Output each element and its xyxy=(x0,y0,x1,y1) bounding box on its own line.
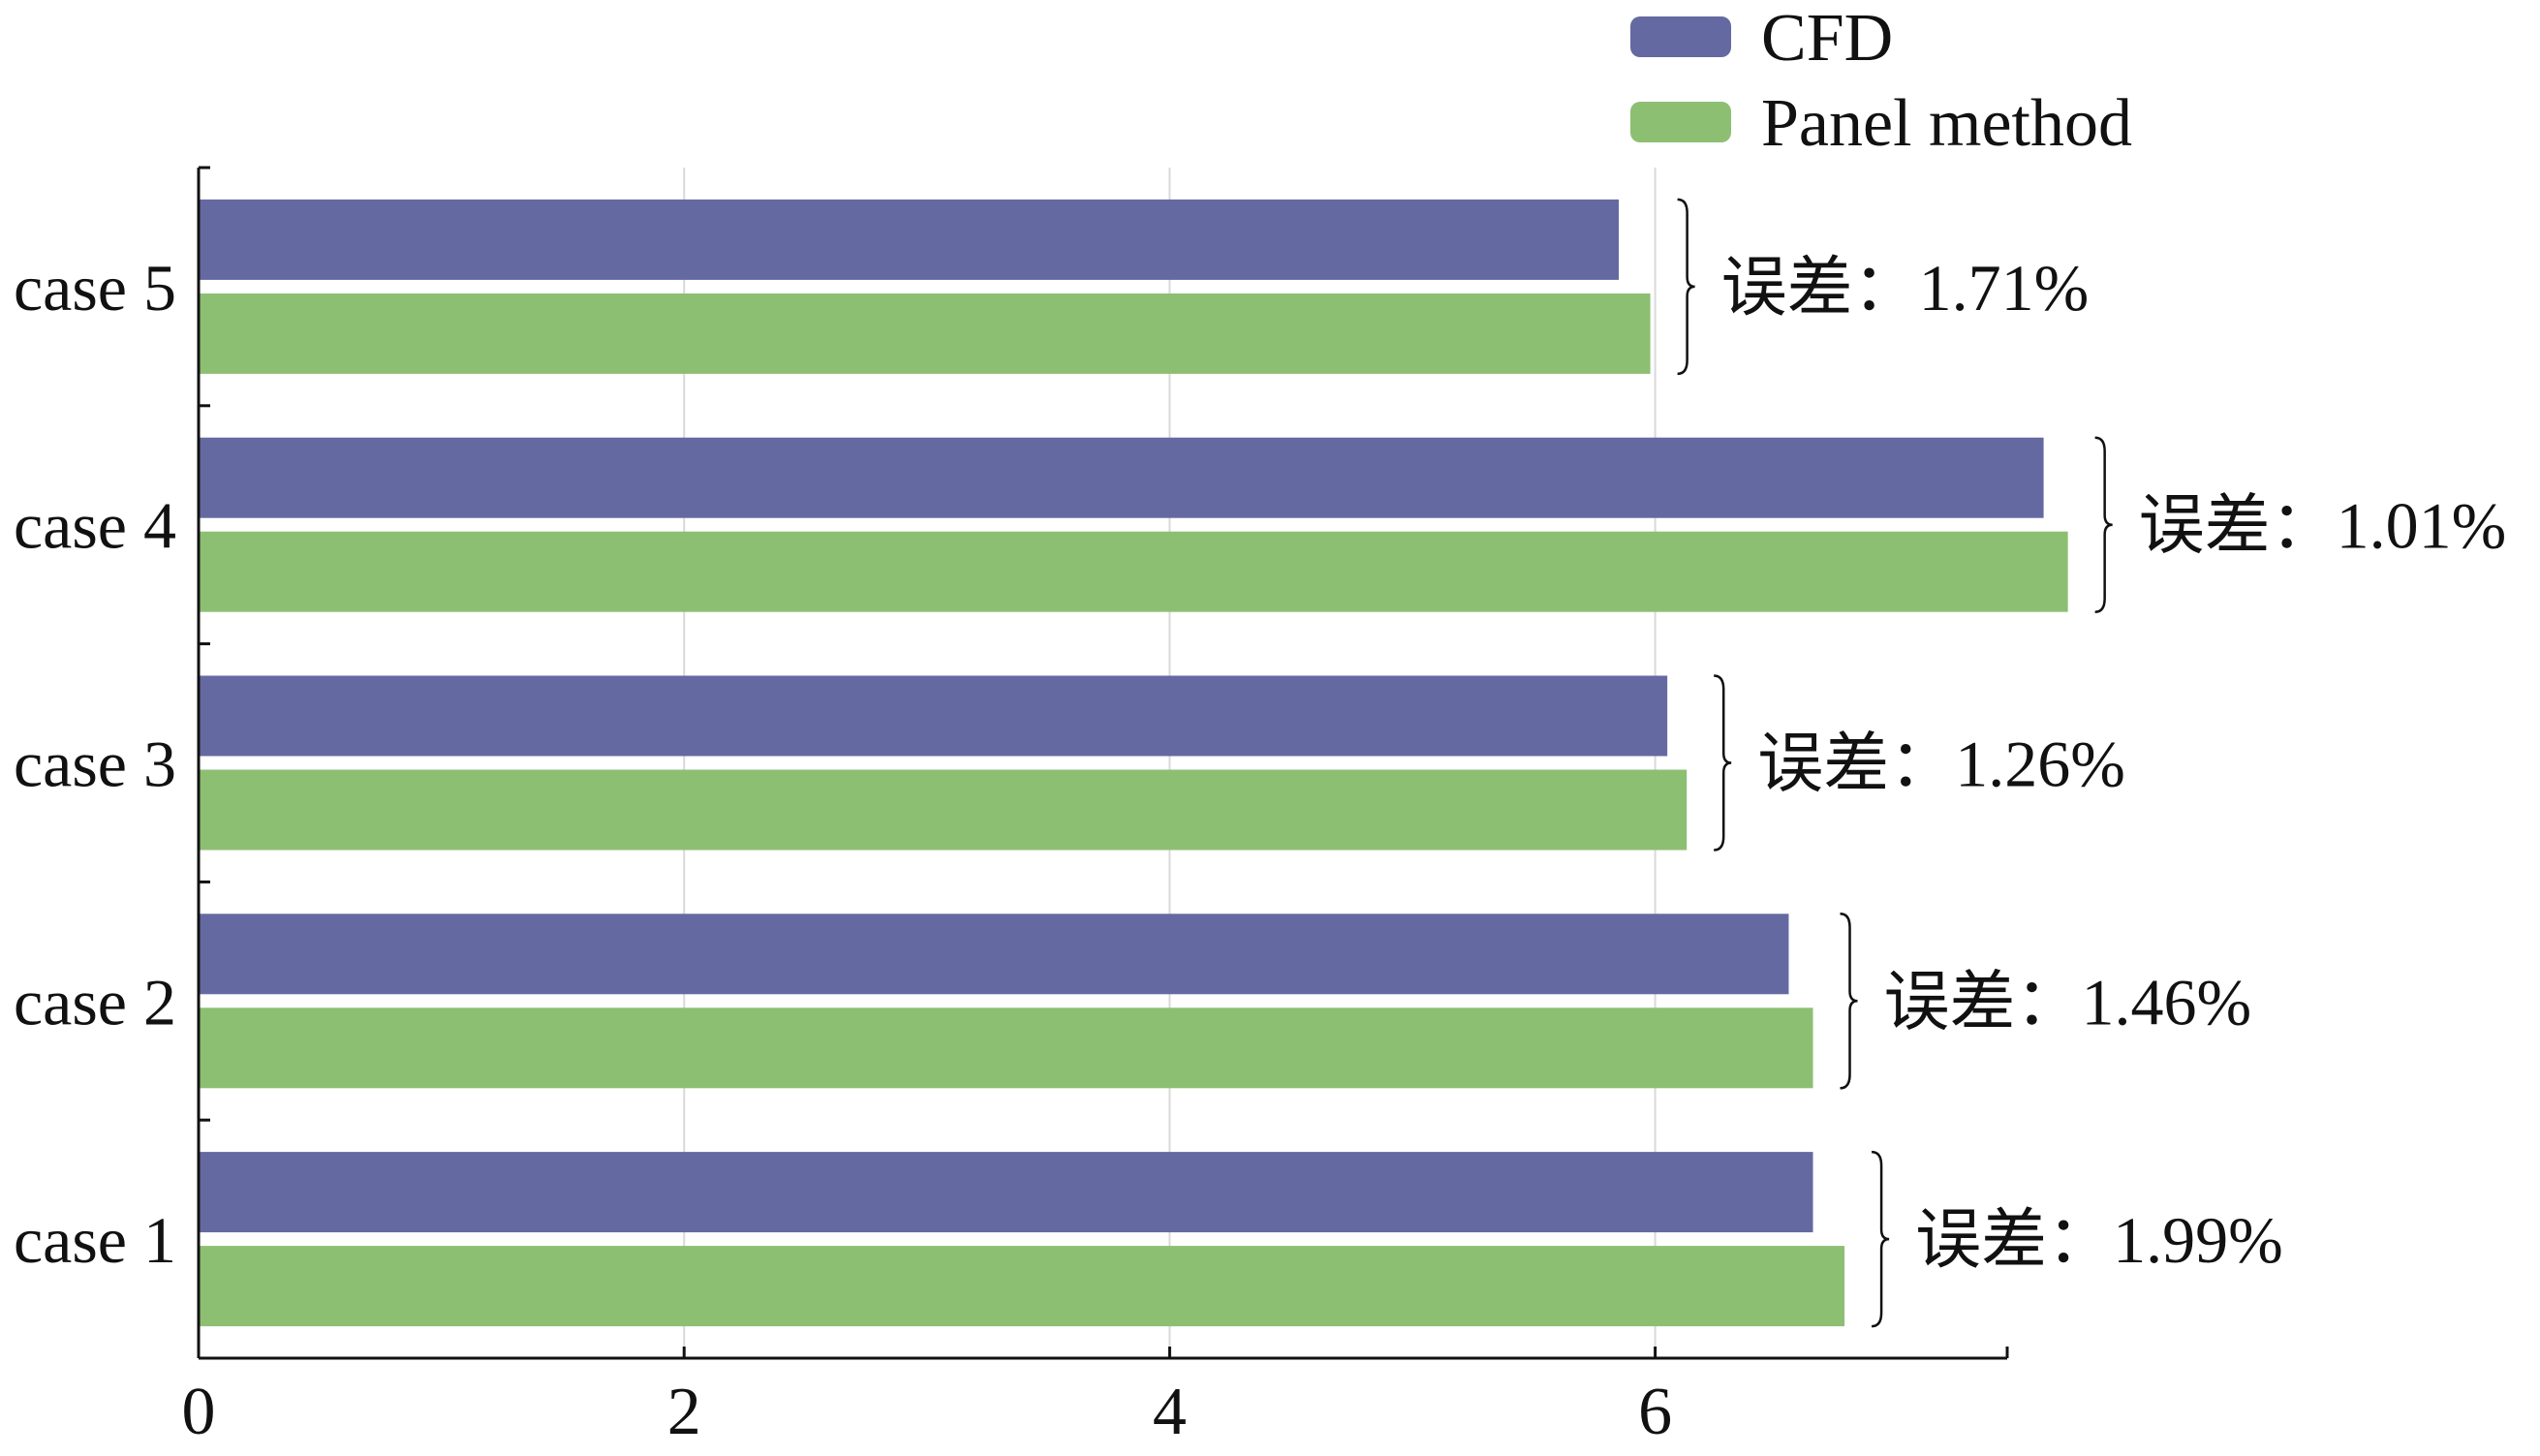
error-annotation-label: 误差：1.71% xyxy=(1721,251,2090,325)
error-brace xyxy=(1840,913,1858,1090)
error-annotation-label: 误差：1.01% xyxy=(2139,489,2507,563)
bar-cfd-case-2 xyxy=(199,914,1789,995)
bar-cfd-case-1 xyxy=(199,1152,1813,1233)
x-tick-label: 4 xyxy=(1153,1375,1187,1449)
bars xyxy=(199,199,2068,1327)
category-label: case 3 xyxy=(14,728,176,801)
bar-panel-method-case-5 xyxy=(199,293,1651,374)
bar-cfd-case-3 xyxy=(199,675,1668,757)
error-annotation-label: 误差：1.99% xyxy=(1915,1203,2283,1277)
error-brace xyxy=(1872,1150,1890,1328)
error-annotation-label: 误差：1.26% xyxy=(1757,728,2125,801)
error-annotations: 误差：1.99% 误差：1.46% 误差：1.26% 误差：1.01% 误差：1.71% xyxy=(1677,198,2507,1328)
x-tick-label: 6 xyxy=(1638,1375,1672,1449)
x-tick-label: 2 xyxy=(667,1375,701,1449)
bar-cfd-case-4 xyxy=(199,437,2044,518)
error-brace xyxy=(2094,436,2113,613)
legend-swatch-panel-method xyxy=(1630,102,1731,142)
legend-label: Panel method xyxy=(1761,86,2132,161)
axes: case 1 case 2 case 3 case 4 case 5 0 2 4 6 xyxy=(14,166,2009,1449)
legend: CFD Panel method xyxy=(1630,1,2132,161)
category-label: case 4 xyxy=(14,489,176,563)
bar-panel-method-case-3 xyxy=(199,769,1688,851)
x-tick-label: 0 xyxy=(182,1375,216,1449)
error-brace xyxy=(1677,198,1695,376)
error-brace xyxy=(1714,674,1732,852)
bar-cfd-case-5 xyxy=(199,199,1620,280)
error-annotation-label: 误差：1.46% xyxy=(1884,965,2252,1038)
bar-panel-method-case-2 xyxy=(199,1007,1813,1089)
legend-swatch-cfd xyxy=(1630,16,1731,57)
legend-label: CFD xyxy=(1761,1,1893,76)
category-label: case 1 xyxy=(14,1203,176,1277)
bar-panel-method-case-4 xyxy=(199,531,2068,612)
bar-panel-method-case-1 xyxy=(199,1246,1845,1327)
category-label: case 5 xyxy=(14,251,176,325)
category-label: case 2 xyxy=(14,965,176,1038)
